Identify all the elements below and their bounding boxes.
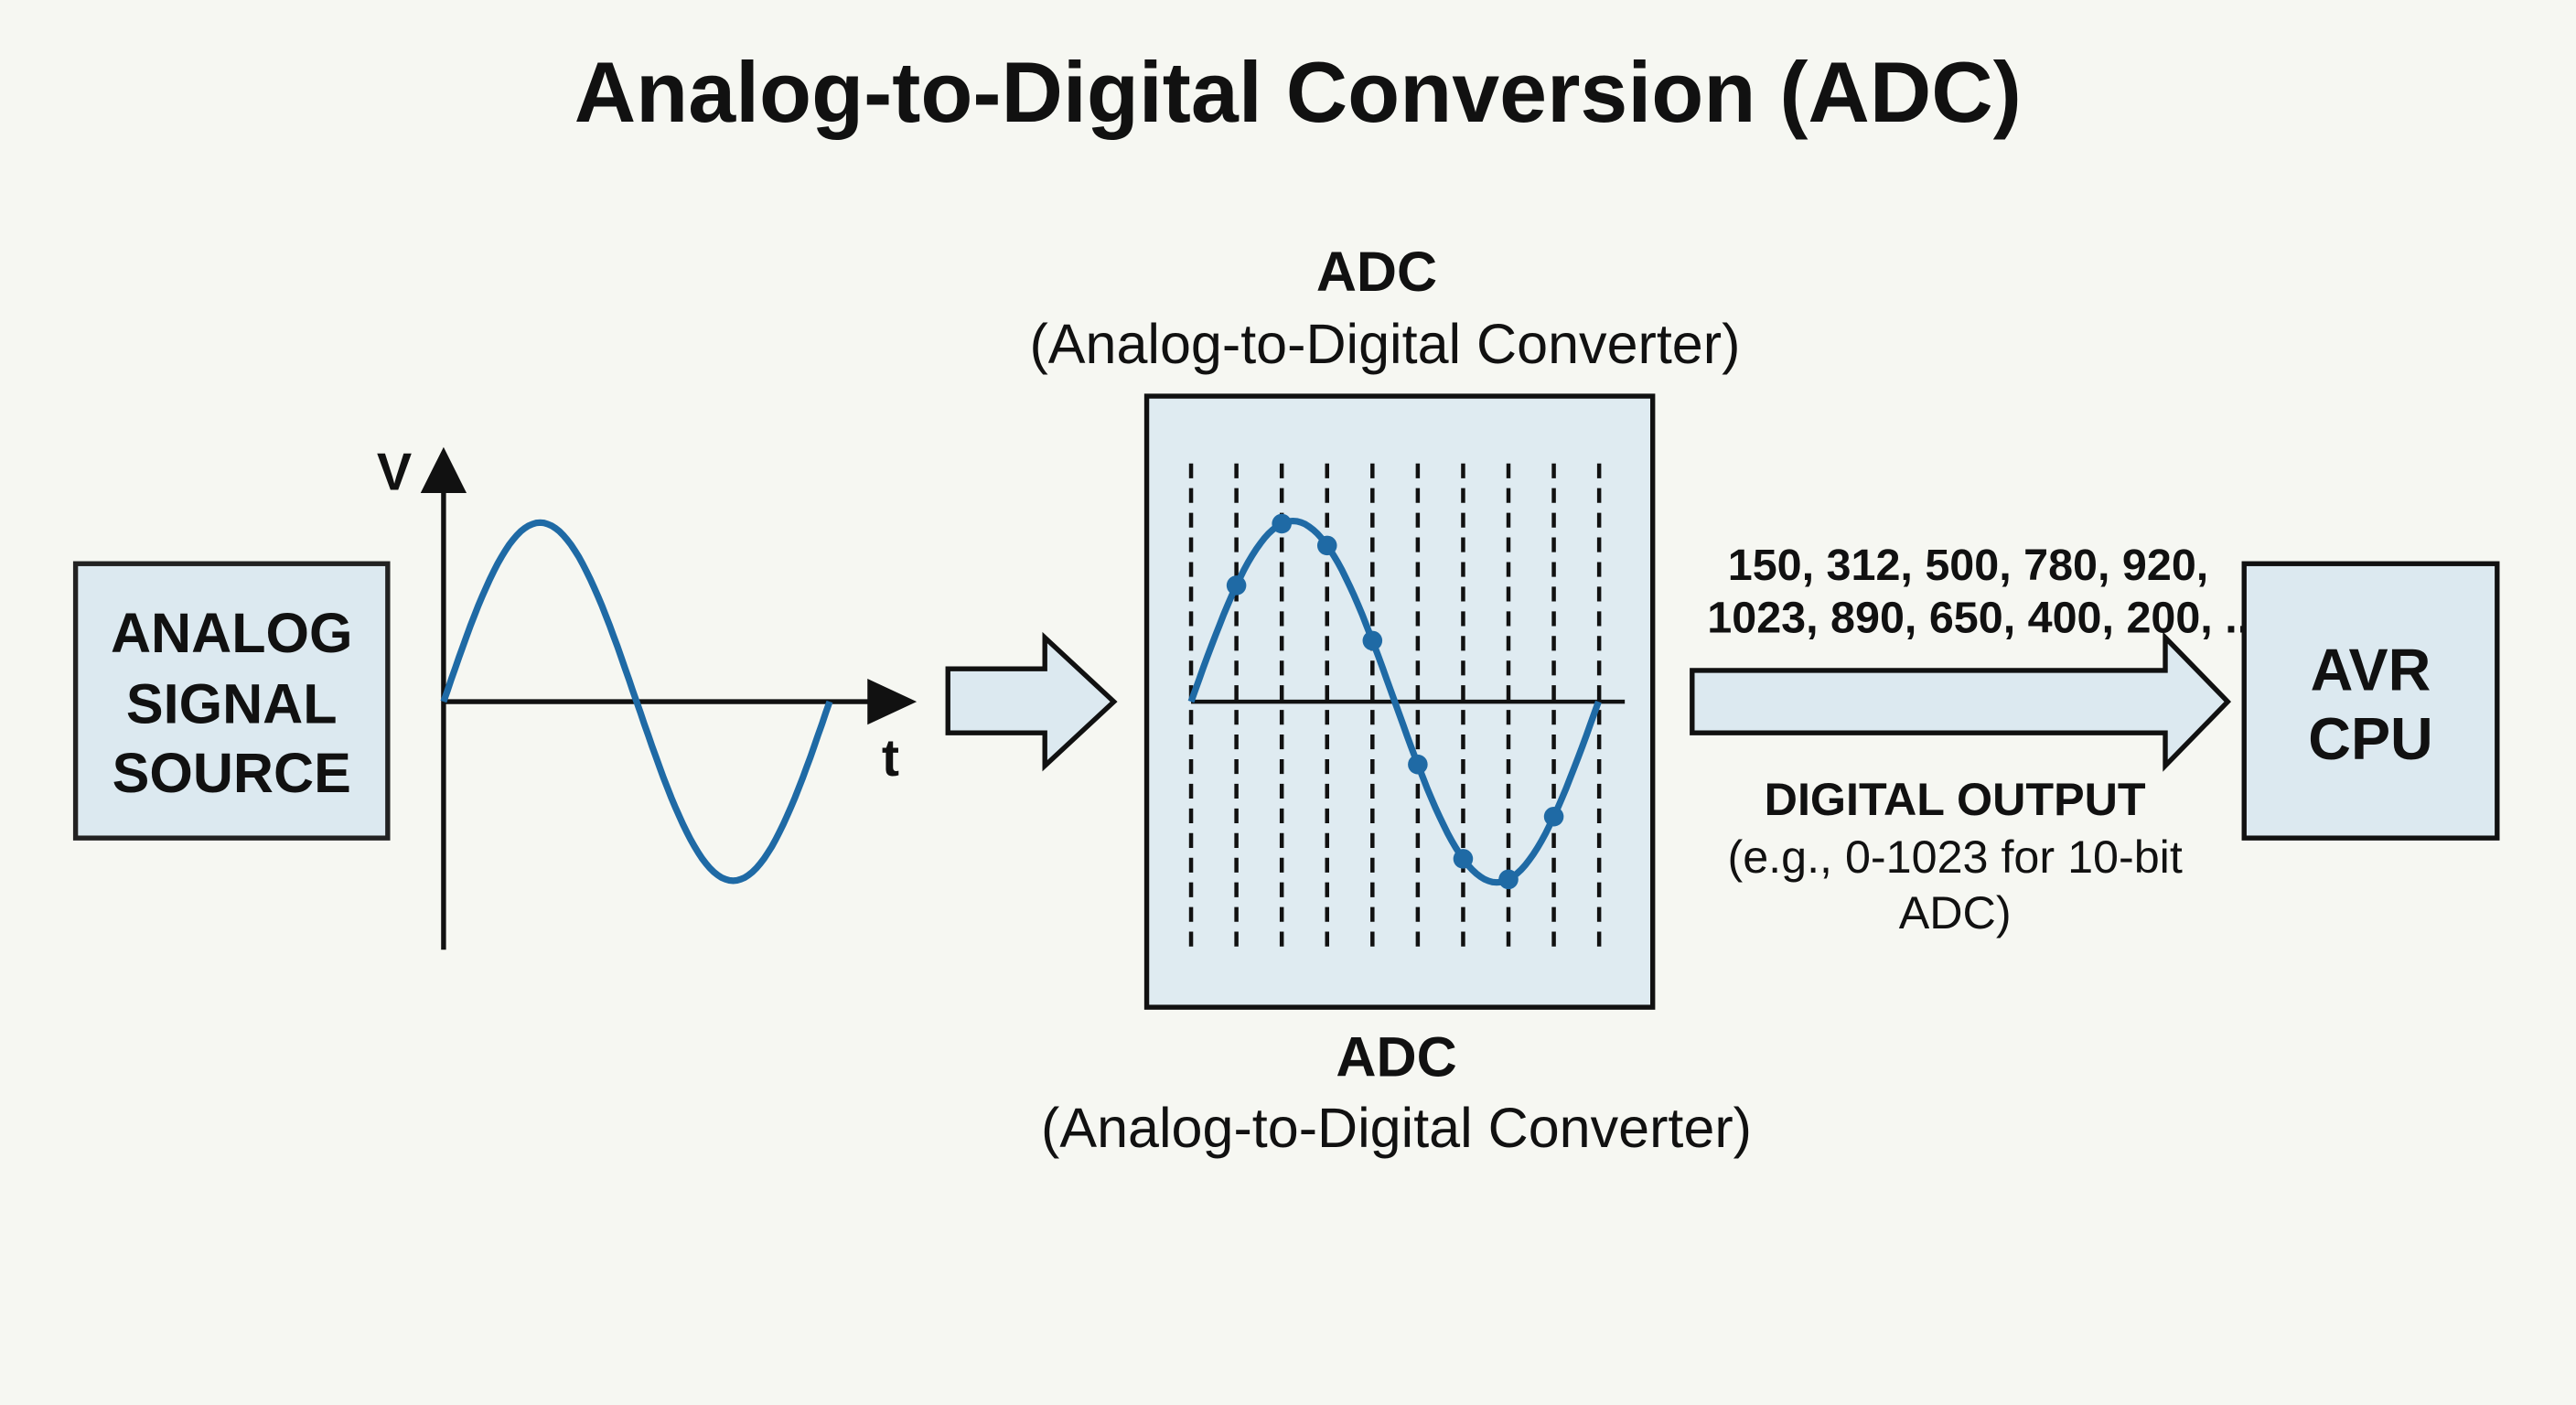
- v-axis-label: V: [377, 443, 412, 501]
- digital-output-note-1: (e.g., 0-1023 for 10-bit: [1727, 831, 2182, 883]
- v-axis-arrowhead-icon: [420, 446, 467, 494]
- source-line-2: SIGNAL: [126, 672, 338, 735]
- analog-signal-source-box: ANALOG SIGNAL SOURCE: [72, 561, 391, 841]
- sample-point: [1453, 849, 1474, 869]
- digital-values-line-1: 150, 312, 500, 780, 920,: [1728, 541, 2209, 590]
- sample-points: [1226, 513, 1564, 890]
- digital-output-note-2: ADC): [1899, 886, 2012, 938]
- source-line-3: SOURCE: [113, 742, 351, 804]
- adc-top-label: ADC: [1316, 241, 1437, 303]
- t-axis-label: t: [882, 729, 899, 788]
- sample-point: [1272, 513, 1292, 534]
- sample-point: [1543, 806, 1564, 827]
- adc-bottom-sublabel: (Analog-to-Digital Converter): [1041, 1097, 1752, 1159]
- t-axis-arrowhead-icon: [867, 678, 918, 725]
- sample-point: [1226, 575, 1247, 595]
- input-arrow-icon: [945, 631, 1118, 772]
- avr-cpu-box: AVR CPU: [2241, 561, 2500, 841]
- sample-point: [1408, 754, 1428, 775]
- sample-point: [1498, 869, 1519, 890]
- analog-sine-wave: [440, 519, 833, 885]
- page-title: Analog-to-Digital Conversion (ADC): [574, 44, 2022, 140]
- source-line-1: ANALOG: [111, 602, 353, 664]
- adc-bottom-label: ADC: [1336, 1026, 1456, 1089]
- digital-output-title: DIGITAL OUTPUT: [1765, 773, 2146, 825]
- analog-signal-plot: V t: [377, 443, 918, 950]
- sampled-sine-wave: [1187, 517, 1602, 886]
- sample-point: [1362, 630, 1383, 651]
- adc-box: [1143, 393, 1656, 1010]
- output-arrow-icon: [1690, 631, 2232, 772]
- sample-point: [1316, 535, 1337, 556]
- digital-values-line-2: 1023, 890, 650, 400, 200, ...: [1707, 594, 2261, 643]
- cpu-line-2: CPU: [2308, 705, 2432, 772]
- cpu-line-1: AVR: [2311, 637, 2431, 703]
- adc-top-sublabel: (Analog-to-Digital Converter): [1029, 313, 1740, 375]
